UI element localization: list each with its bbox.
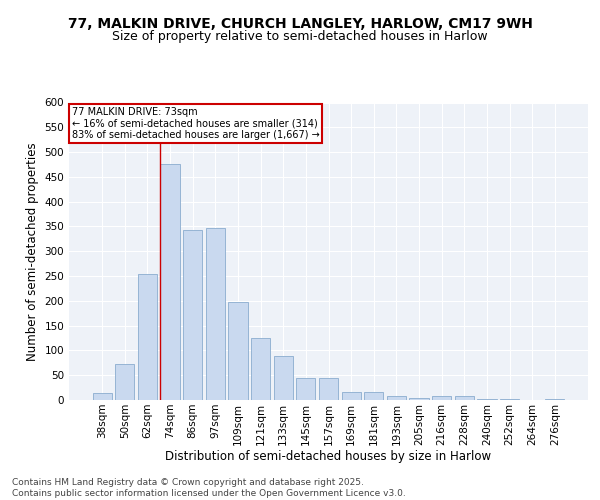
Bar (455, 396, 474, 400)
Bar (432, 396, 451, 400)
Bar (409, 398, 428, 400)
X-axis label: Distribution of semi-detached houses by size in Harlow: Distribution of semi-detached houses by … (166, 450, 491, 464)
Bar (138, 274, 157, 400)
Text: 77 MALKIN DRIVE: 73sqm
← 16% of semi-detached houses are smaller (314)
83% of se: 77 MALKIN DRIVE: 73sqm ← 16% of semi-det… (71, 107, 319, 140)
Bar (387, 396, 406, 400)
Bar (251, 338, 270, 400)
Bar (92, 392, 112, 400)
Y-axis label: Number of semi-detached properties: Number of semi-detached properties (26, 142, 39, 360)
Text: Contains HM Land Registry data © Crown copyright and database right 2025.
Contai: Contains HM Land Registry data © Crown c… (12, 478, 406, 498)
Bar (319, 378, 338, 400)
Text: 77, MALKIN DRIVE, CHURCH LANGLEY, HARLOW, CM17 9WH: 77, MALKIN DRIVE, CHURCH LANGLEY, HARLOW… (68, 18, 532, 32)
Bar (206, 228, 225, 400)
Bar (183, 230, 202, 400)
Bar (160, 164, 180, 400)
Bar (115, 364, 134, 400)
Text: Size of property relative to semi-detached houses in Harlow: Size of property relative to semi-detach… (112, 30, 488, 43)
Bar (341, 392, 361, 400)
Bar (296, 378, 316, 400)
Bar (477, 398, 497, 400)
Bar (229, 302, 248, 400)
Bar (500, 399, 519, 400)
Bar (274, 356, 293, 400)
Bar (545, 399, 565, 400)
Bar (364, 392, 383, 400)
